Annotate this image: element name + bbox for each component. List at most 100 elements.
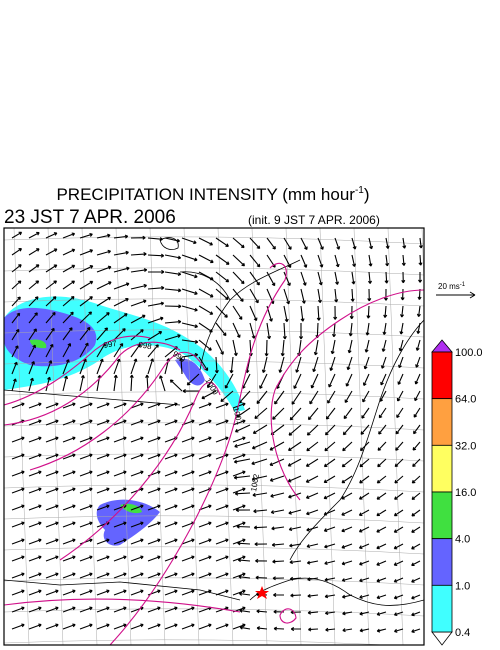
wind-arrow: [181, 436, 195, 443]
wind-arrow: [181, 237, 197, 245]
wind-arrow: [79, 538, 93, 545]
wind-arrow: [382, 322, 387, 335]
wind-arrow: [198, 254, 214, 264]
wind-arrow: [251, 441, 268, 450]
wind-arrow: [418, 272, 423, 283]
wind-arrow: [11, 378, 17, 392]
wind-arrow: [113, 313, 128, 324]
wind-arrow: [416, 322, 421, 334]
wind-arrow: [198, 572, 212, 579]
wind-arrow: [378, 407, 387, 419]
wind-arrow: [130, 358, 138, 375]
wind-arrow: [181, 322, 198, 329]
meridian: [387, 228, 404, 645]
wind-arrow: [45, 623, 59, 630]
wind-arrow: [377, 458, 387, 468]
wind-arrow: [324, 543, 336, 549]
wind-arrow: [62, 248, 76, 256]
isobar: [4, 335, 151, 406]
precip-moderate: [96, 499, 160, 546]
wind-arrow: [358, 526, 370, 533]
wind-arrow: [413, 424, 421, 435]
wind-arrow: [96, 589, 110, 596]
wind-arrow: [11, 402, 25, 409]
wind-arrow: [415, 339, 421, 351]
wind-arrow: [96, 281, 112, 290]
wind-arrow: [198, 419, 212, 426]
wind-arrow: [28, 453, 42, 460]
wind-arrow: [79, 232, 93, 239]
wind-arrow: [182, 389, 200, 394]
wind-arrow: [11, 470, 25, 477]
wind-arrow: [323, 509, 336, 516]
wind-arrow: [45, 555, 59, 562]
wind-arrow: [256, 390, 268, 405]
wind-arrow: [253, 525, 268, 530]
wind-arrow: [325, 627, 336, 632]
wind-arrow: [198, 339, 212, 351]
wind-arrow: [130, 314, 146, 324]
wind-arrow: [45, 402, 59, 409]
parallel: [4, 360, 424, 369]
wind-arrow: [232, 436, 246, 443]
wind-arrow: [45, 296, 57, 307]
wind-arrow: [181, 453, 195, 460]
wind-arrow: [179, 357, 184, 375]
wind-arrow: [28, 264, 40, 273]
meridian: [285, 228, 302, 645]
wind-arrow: [341, 475, 353, 484]
wind-arrow: [96, 233, 111, 239]
wind-arrow: [255, 558, 268, 563]
wind-arrow: [79, 589, 93, 596]
wind-arrow: [324, 611, 336, 616]
wind-arrow: [113, 487, 127, 494]
wind-arrow: [130, 470, 144, 477]
wind-arrow: [232, 623, 246, 630]
wind-arrow: [28, 538, 42, 545]
wind-arrow: [367, 288, 372, 302]
wind-arrow: [393, 560, 404, 566]
wind-arrow: [249, 288, 259, 304]
wind-arrow: [306, 509, 319, 516]
wind-arrow: [198, 453, 212, 460]
wind-arrow: [79, 572, 93, 579]
wind-arrow: [309, 390, 319, 405]
parallel: [4, 608, 424, 617]
wind-arrow: [62, 589, 76, 596]
isobar: [4, 341, 181, 426]
wind-arrow: [295, 356, 302, 373]
wind-arrow: [96, 504, 110, 511]
wind-arrow: [79, 453, 93, 460]
wind-arrow: [324, 560, 336, 566]
wind-arrow: [147, 331, 163, 341]
wind-arrow: [234, 491, 251, 496]
wind-arrow: [232, 504, 246, 511]
wind-arrow: [238, 574, 251, 579]
wind-arrow: [215, 305, 228, 318]
isobar: [29, 351, 206, 471]
wind-arrow: [289, 543, 302, 548]
wind-arrow: [317, 254, 324, 268]
wind-arrow: [45, 572, 59, 579]
wind-arrow: [341, 577, 353, 582]
wind-arrow: [380, 373, 387, 386]
wind-arrow: [220, 390, 234, 403]
wind-arrow: [264, 339, 269, 357]
wind-arrow: [113, 589, 127, 596]
wind-arrow: [329, 356, 336, 372]
wind-arrow: [130, 283, 147, 290]
parallel: [4, 453, 424, 462]
wind-arrow: [28, 402, 42, 409]
wind-arrow: [411, 475, 421, 484]
wind-arrow: [164, 589, 178, 596]
wind-arrow: [28, 248, 40, 256]
wind-arrow: [342, 628, 353, 633]
wind-arrow: [343, 407, 353, 420]
wind-arrow: [332, 322, 337, 338]
wind-arrow: [238, 591, 251, 596]
isobar: [4, 598, 297, 624]
wind-arrow: [215, 402, 229, 409]
wind-arrow: [280, 339, 285, 357]
wind-arrow: [181, 470, 195, 477]
wind-arrow: [278, 356, 285, 373]
